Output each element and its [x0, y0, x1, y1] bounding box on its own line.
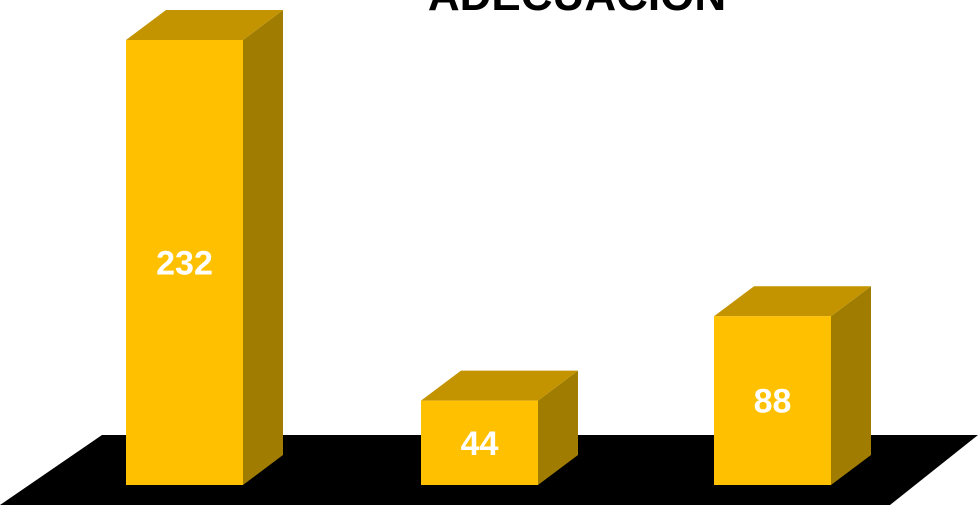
bar-top-face — [421, 370, 578, 401]
value-label-group: 232 44 88 — [156, 245, 791, 463]
bar — [126, 10, 283, 485]
bar-value-label: 88 — [754, 383, 792, 421]
bar-value-label: 44 — [461, 425, 499, 463]
bar-front-face — [714, 316, 831, 485]
bar — [714, 286, 871, 485]
bar-value-label: 232 — [156, 245, 213, 283]
bar-side-face — [243, 10, 283, 485]
bar — [421, 370, 578, 485]
bar-top-face — [714, 286, 871, 317]
bar-front-face — [421, 400, 538, 485]
bar-group — [126, 10, 871, 485]
bar-front-face — [126, 40, 243, 485]
bar-side-face — [831, 286, 871, 485]
bar-top-face — [126, 10, 283, 40]
chart-title: ADECUACION — [428, 0, 726, 20]
bar-side-face — [538, 370, 578, 485]
